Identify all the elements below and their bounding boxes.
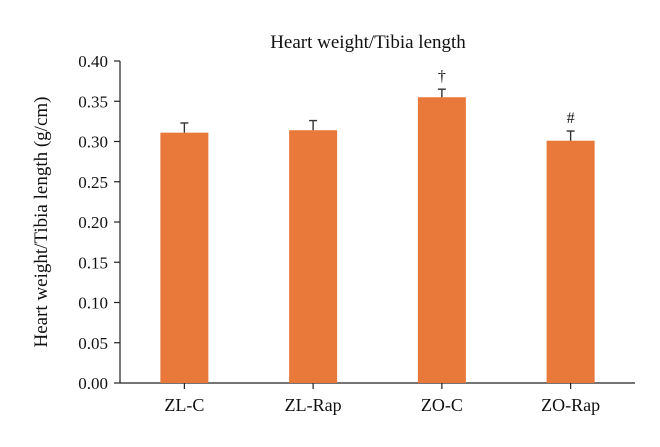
plot-area: 0.00 0.05 0.10 0.15 0.20 0.25 0.30 0.35 0.40 ZL-C…	[78, 52, 635, 415]
y-tick-label: 0.20	[78, 213, 108, 232]
bar-zl-rap	[289, 130, 338, 383]
y-tick-label: 0.35	[78, 92, 108, 111]
bar-zo-rap	[546, 140, 595, 383]
x-tick-label: ZL-Rap	[285, 395, 342, 415]
y-tick-label: 0.00	[78, 374, 108, 393]
y-tick-label: 0.05	[78, 334, 108, 353]
bar-zo-c	[417, 97, 466, 383]
x-tick-label: ZO-Rap	[541, 395, 600, 415]
y-tick-label: 0.30	[78, 133, 108, 152]
y-tick-label: 0.15	[78, 253, 108, 272]
bar-zl-c	[160, 132, 209, 383]
x-tick-label: ZL-C	[164, 395, 204, 415]
significance-marker: #	[567, 110, 575, 127]
y-tick-label: 0.25	[78, 173, 108, 192]
chart-title: Heart weight/Tibia length	[270, 32, 466, 53]
y-tick-label: 0.40	[78, 52, 108, 71]
y-axis-label: Heart weight/Tibia length (g/cm)	[31, 97, 52, 348]
significance-marker: †	[438, 68, 446, 85]
x-tick-label: ZO-C	[421, 395, 463, 415]
y-tick-label: 0.10	[78, 294, 108, 313]
